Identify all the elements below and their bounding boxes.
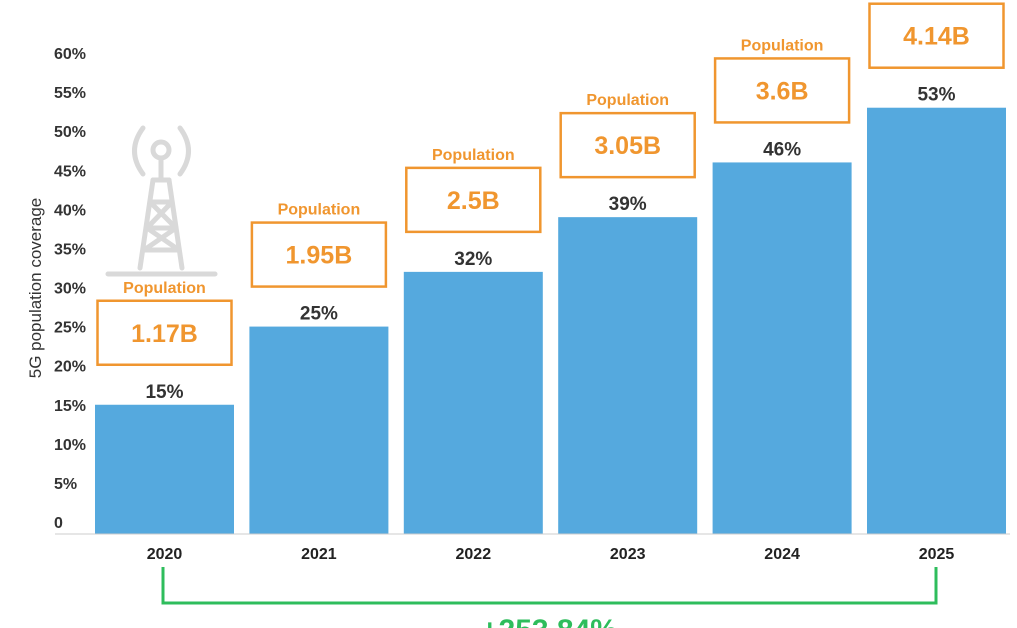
y-tick-label: 5% — [54, 476, 77, 493]
x-tick-label: 2021 — [301, 546, 337, 563]
bar-2025 — [867, 107, 1006, 534]
y-axis-title: 5G population coverage — [26, 198, 45, 379]
bar-2021 — [249, 326, 389, 534]
value-label: 39% — [609, 194, 647, 215]
bar-2023 — [558, 217, 698, 534]
value-label: 53% — [917, 85, 955, 106]
population-box — [559, 111, 696, 179]
x-tick-label: 2024 — [764, 546, 800, 563]
y-tick-label: 40% — [54, 202, 86, 219]
y-tick-label: 0 — [54, 515, 63, 532]
growth-label: +253.84% — [481, 614, 617, 628]
population-caption: Population — [432, 147, 515, 164]
y-tick-label: 50% — [54, 124, 86, 141]
bar-2022 — [403, 271, 543, 534]
population-value: 1.95B — [286, 242, 353, 270]
population-value: 3.6B — [756, 77, 809, 105]
population-value: 3.05B — [594, 132, 661, 160]
y-tick-label: 20% — [54, 359, 86, 376]
growth-bracket — [161, 567, 938, 605]
value-label: 46% — [763, 139, 801, 160]
population-box — [96, 299, 233, 366]
population-caption: Population — [586, 92, 669, 109]
population-value: 2.5B — [447, 187, 500, 215]
population-caption: Population — [123, 280, 206, 297]
y-tick-label: 45% — [54, 163, 86, 180]
value-label: 15% — [145, 382, 183, 403]
y-tick-label: 25% — [54, 320, 86, 337]
y-tick-label: 60% — [54, 46, 86, 63]
y-tick-label: 15% — [54, 398, 86, 415]
cell-tower-icon — [105, 125, 218, 277]
population-box — [250, 221, 388, 288]
x-tick-label: 2022 — [456, 546, 492, 563]
population-value: 4.14B — [903, 23, 970, 51]
bar-2024 — [712, 162, 852, 534]
population-caption: Population — [741, 37, 824, 54]
y-tick-label: 30% — [54, 281, 86, 298]
value-label: 32% — [454, 249, 492, 270]
value-label: 25% — [300, 304, 338, 325]
y-tick-label: 55% — [54, 85, 86, 102]
x-tick-label: 2020 — [147, 546, 183, 563]
population-box — [713, 57, 851, 124]
x-tick-label: 2023 — [610, 546, 646, 563]
population-caption: Population — [278, 202, 361, 219]
y-tick-label: 35% — [54, 241, 86, 258]
population-value: 1.17B — [131, 320, 198, 348]
bar-2020 — [95, 404, 234, 534]
y-tick-label: 10% — [54, 437, 86, 454]
population-box — [868, 2, 1005, 69]
population-box — [405, 166, 542, 234]
x-tick-label: 2025 — [919, 546, 955, 563]
